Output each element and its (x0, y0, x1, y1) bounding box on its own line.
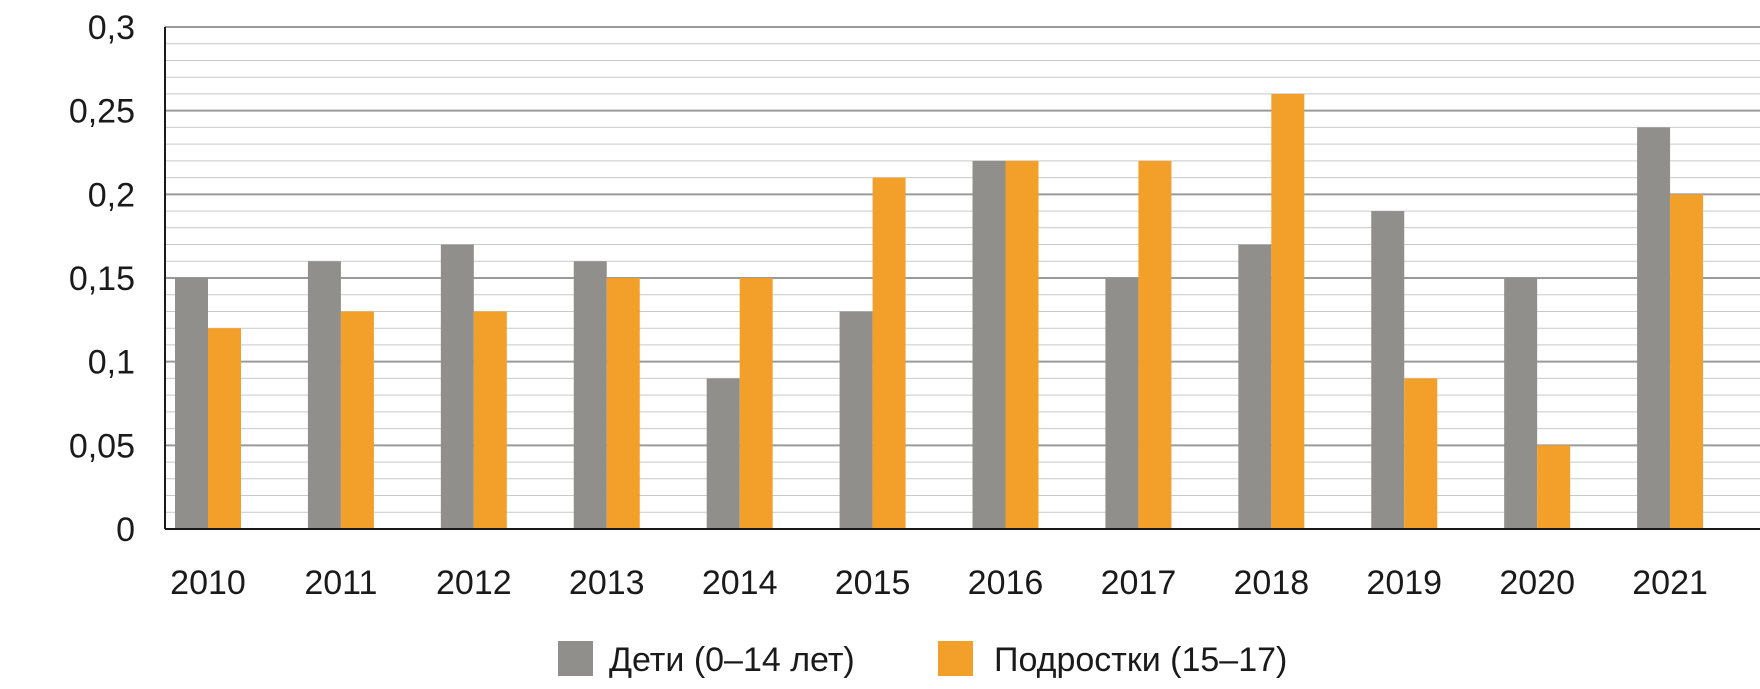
bar-teens-2018 (1271, 93, 1305, 529)
bar-children-2015 (839, 311, 873, 529)
y-tick-label: 0,2 (88, 176, 135, 214)
bar-teens-2017 (1138, 160, 1172, 529)
y-axis-ticks: 0 0,05 0,1 0,15 0,2 0,25 0,3 (69, 9, 135, 549)
bar-children-2018 (1238, 244, 1272, 530)
x-tick-label: 2015 (835, 564, 911, 602)
y-tick-label: 0,05 (69, 427, 135, 465)
bar-teens-2013 (606, 278, 640, 529)
legend-label-teens: Подростки (15–17) (994, 641, 1287, 679)
bar-children-2014 (706, 378, 740, 529)
grid (165, 26, 1760, 513)
bar-children-2019 (1371, 211, 1405, 530)
x-tick-label: 2014 (702, 564, 778, 602)
x-tick-label: 2020 (1499, 564, 1575, 602)
bar-teens-2012 (473, 311, 507, 529)
bar-children-2017 (1105, 278, 1139, 529)
legend-label-children: Дети (0–14 лет) (609, 641, 855, 679)
x-tick-label: 2013 (569, 564, 645, 602)
bar-children-2016 (972, 160, 1006, 529)
bar-children-2012 (440, 244, 474, 530)
legend-swatch-children (558, 641, 593, 676)
bar-teens-2010 (208, 328, 241, 529)
bar-children-2013 (573, 261, 607, 529)
x-axis-ticks: 2010 2011 2012 2013 2014 2015 2016 2017 2018 2019… (170, 564, 1708, 602)
bar-teens-2014 (739, 278, 773, 529)
bars (175, 93, 1704, 530)
bar-teens-2019 (1404, 378, 1438, 529)
x-tick-label: 2010 (170, 564, 246, 602)
x-tick-label: 2012 (436, 564, 512, 602)
y-tick-label: 0,15 (69, 260, 135, 298)
x-tick-label: 2016 (968, 564, 1044, 602)
legend-swatch-teens (938, 641, 973, 676)
legend: Дети (0–14 лет) Подростки (15–17) (558, 641, 1287, 679)
y-tick-label: 0 (116, 511, 135, 549)
bar-teens-2015 (872, 177, 906, 529)
bar-teens-2021 (1670, 194, 1704, 530)
bar-children-2010 (175, 278, 208, 529)
bar-children-2011 (307, 261, 341, 529)
x-tick-label: 2021 (1632, 564, 1708, 602)
bar-teens-2020 (1537, 445, 1571, 529)
y-tick-label: 0,1 (88, 344, 135, 382)
bar-teens-2011 (340, 311, 374, 529)
x-tick-label: 2011 (304, 564, 377, 602)
x-tick-label: 2018 (1234, 564, 1310, 602)
y-tick-label: 0,25 (69, 93, 135, 131)
x-tick-label: 2019 (1366, 564, 1442, 602)
bar-teens-2016 (1005, 160, 1039, 529)
x-tick-label: 2017 (1101, 564, 1177, 602)
axes (164, 27, 1760, 530)
bar-children-2021 (1637, 127, 1671, 530)
y-tick-label: 0,3 (88, 9, 135, 47)
bar-children-2020 (1504, 278, 1538, 529)
